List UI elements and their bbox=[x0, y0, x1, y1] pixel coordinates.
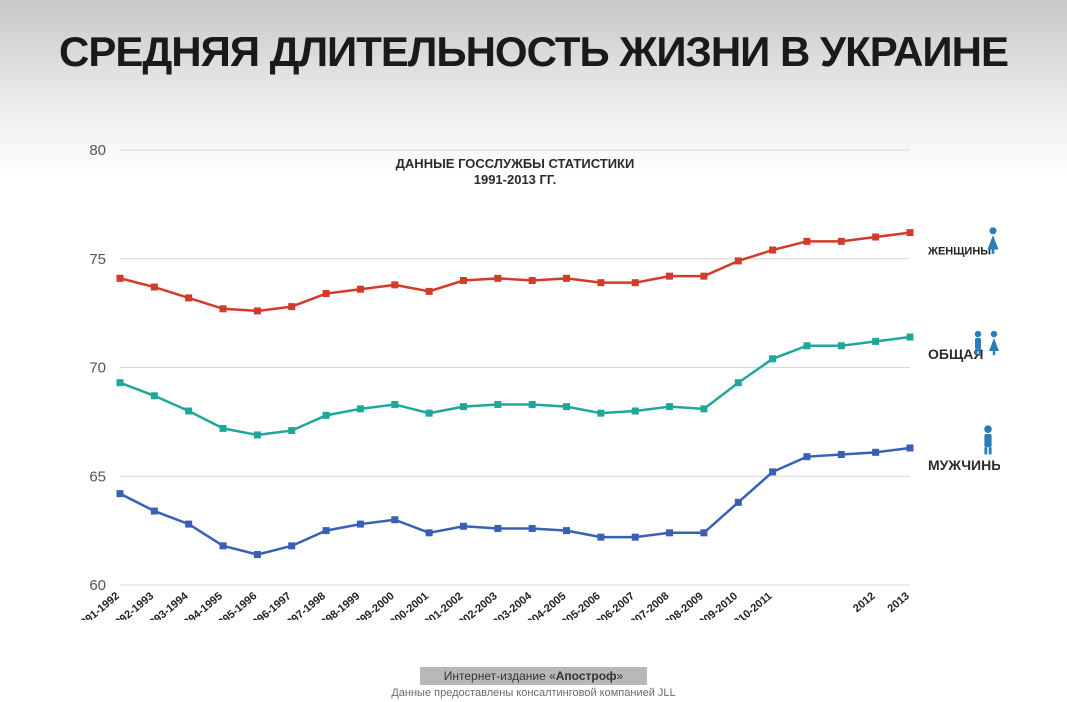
svg-text:80: 80 bbox=[89, 142, 106, 159]
svg-text:2013: 2013 bbox=[885, 590, 911, 615]
svg-text:МУЖЧИНЫ: МУЖЧИНЫ bbox=[928, 457, 1000, 473]
page-title: СРЕДНЯЯ ДЛИТЕЛЬНОСТЬ ЖИЗНИ В УКРАИНЕ bbox=[0, 28, 1067, 76]
credit-prefix: Интернет-издание « bbox=[444, 669, 556, 683]
credit-bold: Апостроф bbox=[556, 669, 617, 683]
svg-text:2012: 2012 bbox=[851, 590, 877, 615]
credit-suffix: » bbox=[617, 669, 624, 683]
svg-text:65: 65 bbox=[89, 468, 106, 485]
svg-text:75: 75 bbox=[89, 251, 106, 268]
svg-text:70: 70 bbox=[89, 360, 106, 377]
svg-text:1991-2013 ГГ.: 1991-2013 ГГ. bbox=[474, 172, 557, 187]
svg-text:ДАННЫЕ ГОССЛУЖБЫ СТАТИСТИКИ: ДАННЫЕ ГОССЛУЖБЫ СТАТИСТИКИ bbox=[396, 156, 635, 171]
svg-text:ЖЕНЩИНЫ: ЖЕНЩИНЫ bbox=[927, 246, 991, 258]
svg-text:1991-1992: 1991-1992 bbox=[74, 590, 122, 620]
footer-credit: Интернет-издание «Апостроф» bbox=[420, 667, 647, 685]
footer-subcredit: Данные предоставлены консалтинговой комп… bbox=[391, 687, 675, 699]
footer: Интернет-издание «Апостроф» Данные предо… bbox=[0, 664, 1067, 702]
svg-text:60: 60 bbox=[89, 577, 106, 594]
page: СРЕДНЯЯ ДЛИТЕЛЬНОСТЬ ЖИЗНИ В УКРАИНЕ 60 6… bbox=[0, 0, 1067, 702]
chart-area: 6065707580ДАННЫЕ ГОССЛУЖБЫ СТАТИСТИКИ199… bbox=[60, 140, 1000, 620]
chart-svg: 6065707580ДАННЫЕ ГОССЛУЖБЫ СТАТИСТИКИ199… bbox=[60, 140, 1000, 620]
